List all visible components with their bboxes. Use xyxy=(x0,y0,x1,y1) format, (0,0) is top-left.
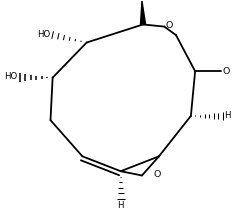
Text: O: O xyxy=(154,170,161,179)
Text: HO: HO xyxy=(37,30,50,39)
Text: HO: HO xyxy=(4,72,17,81)
Polygon shape xyxy=(141,1,145,24)
Text: O: O xyxy=(222,67,230,76)
Text: H: H xyxy=(118,201,124,210)
Text: O: O xyxy=(166,21,173,30)
Text: H: H xyxy=(224,111,231,120)
